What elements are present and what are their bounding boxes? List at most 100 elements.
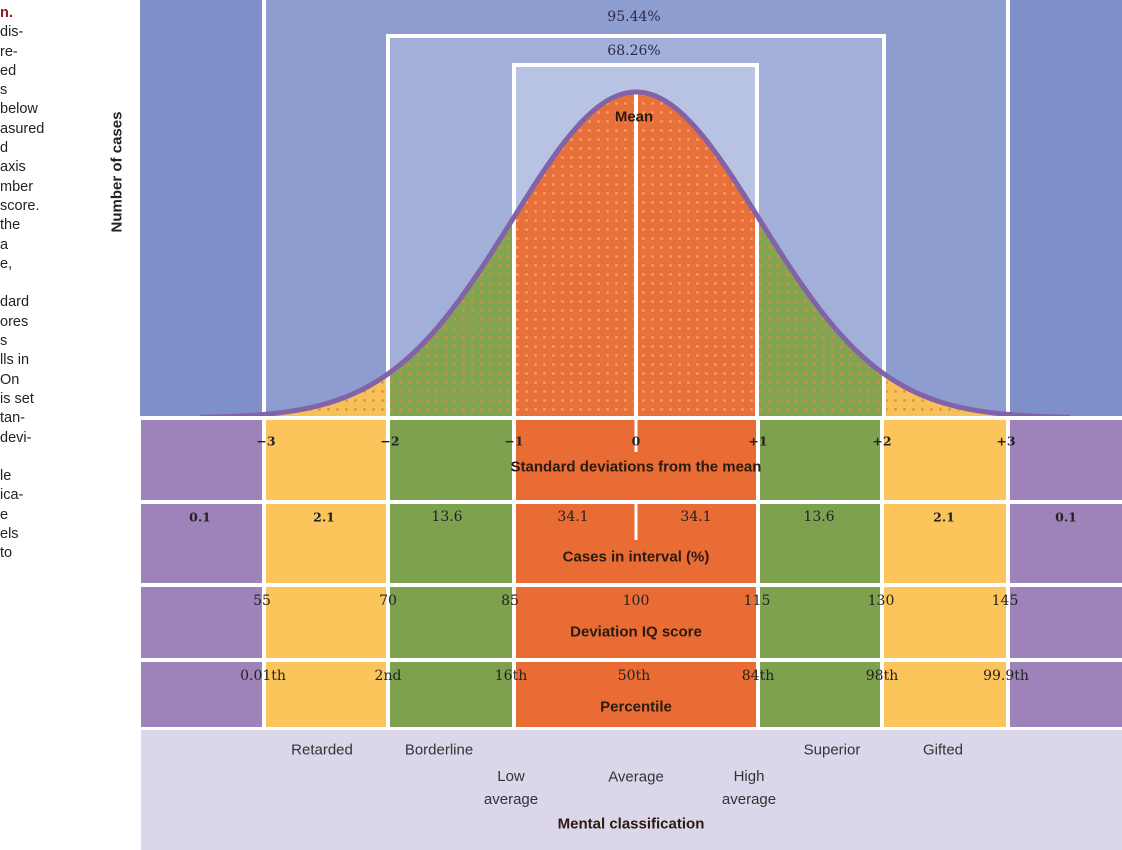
band-cell — [514, 586, 758, 660]
inner-bracket-percent: 68.26% — [607, 43, 661, 59]
band-cell — [882, 586, 1008, 660]
band-cell — [264, 586, 388, 660]
band-cell — [882, 662, 1008, 728]
band-cell — [388, 503, 514, 583]
side-text-line: ica- — [0, 487, 24, 504]
iq-value: 100 — [622, 593, 650, 609]
percentile-value: 2nd — [374, 668, 402, 684]
cases-value: 2.1 — [313, 509, 335, 525]
side-text-line: to — [0, 545, 13, 562]
cases-value: 34.1 — [680, 509, 712, 525]
percentile-value: 16th — [494, 668, 528, 684]
band-cell — [388, 586, 514, 660]
sd-tick: +2 — [872, 433, 892, 449]
sd-tick: 0 — [631, 433, 641, 449]
side-text-line: re- — [0, 43, 18, 60]
class-low-average: Low average — [484, 765, 538, 811]
class-low-average-line2: average — [483, 791, 539, 808]
class-superior: Superior — [803, 741, 861, 759]
side-text-line: mber — [0, 178, 34, 195]
cases-value: 0.1 — [1055, 509, 1077, 525]
band-cell — [388, 420, 514, 500]
class-high-average-line1: High — [733, 768, 765, 785]
band-cell — [140, 586, 264, 660]
sd-tick: −1 — [504, 433, 524, 449]
side-text-line: e, — [0, 255, 13, 272]
band-cell — [264, 662, 388, 728]
cases-value: 13.6 — [431, 509, 463, 525]
iq-value: 115 — [743, 593, 771, 609]
sd-tick: +1 — [748, 433, 768, 449]
side-text-line: a — [0, 236, 9, 253]
side-text-line: lls in — [0, 352, 30, 369]
percentage-brackets — [262, 0, 1010, 418]
class-retarded: Retarded — [291, 741, 353, 759]
band-cell — [514, 662, 758, 728]
class-borderline: Borderline — [404, 741, 474, 759]
side-text-line: On — [0, 371, 20, 388]
band-cell — [758, 503, 882, 583]
side-text-line: devi- — [0, 429, 32, 446]
sd-tick: −3 — [256, 433, 276, 449]
sd-tick: +3 — [996, 433, 1016, 449]
side-text-line: d — [0, 140, 9, 157]
cases-value: 34.1 — [557, 509, 589, 525]
side-text-line: ores — [0, 313, 29, 330]
band-cell — [882, 503, 1008, 583]
band-cell — [264, 420, 388, 500]
cases-value: 2.1 — [933, 509, 955, 525]
iq-value: 70 — [379, 593, 397, 609]
band-cell — [758, 662, 882, 728]
percentile-row-title: Percentile — [600, 698, 672, 716]
sd-tick: −2 — [380, 433, 400, 449]
side-text-column: n. dis-re-ed s below asured d axis mber score. t… — [0, 4, 92, 564]
band-cell — [1008, 586, 1122, 660]
side-text-line: dis- — [0, 24, 24, 41]
percentile-value: 84th — [741, 668, 775, 684]
side-text-line: tan- — [0, 410, 25, 427]
side-text-line: asured — [0, 120, 45, 137]
outer-bracket-percent: 95.44% — [607, 9, 661, 25]
class-average: Average — [608, 768, 664, 786]
iq-value: 145 — [991, 593, 1019, 609]
side-text-line: els — [0, 526, 19, 543]
band-cell — [882, 420, 1008, 500]
side-text-line: dard — [0, 294, 30, 311]
side-text-line: the — [0, 217, 21, 234]
data-bands — [140, 416, 1122, 731]
percentile-value: 50th — [617, 668, 651, 684]
sd-row-title: Standard deviations from the mean — [510, 458, 762, 476]
classification-title: Mental classification — [557, 815, 705, 833]
percentile-value: 0.01th — [240, 668, 286, 684]
band-cell — [264, 503, 388, 583]
side-text-line: s — [0, 82, 8, 99]
band-cell — [140, 662, 264, 728]
class-high-average: High average — [722, 765, 776, 811]
side-text-line: axis — [0, 159, 26, 176]
side-text-line: e — [0, 506, 9, 523]
band-cell — [1008, 503, 1122, 583]
class-low-average-line1: Low — [497, 768, 525, 785]
iq-value: 130 — [867, 593, 895, 609]
band-cell — [1008, 420, 1122, 500]
side-text-line: ed — [0, 62, 17, 79]
side-text-line: le — [0, 468, 12, 485]
iq-value: 85 — [501, 593, 519, 609]
band-cell — [758, 586, 882, 660]
cases-value: 13.6 — [803, 509, 835, 525]
mean-label: Mean — [614, 108, 654, 126]
side-text-line: is set — [0, 390, 34, 407]
side-text-line: s — [0, 333, 8, 350]
cases-value: 0.1 — [189, 509, 211, 525]
band-cell — [758, 420, 882, 500]
band-cell — [388, 662, 514, 728]
side-text-heading: n. — [0, 5, 13, 21]
band-cell — [140, 503, 264, 583]
band-cell — [140, 420, 264, 500]
iq-row-title: Deviation IQ score — [570, 623, 702, 641]
classification-band — [140, 730, 1122, 850]
side-text-line: below — [0, 101, 38, 118]
side-text-line: score. — [0, 197, 40, 214]
cases-row-title: Cases in interval (%) — [562, 548, 710, 566]
